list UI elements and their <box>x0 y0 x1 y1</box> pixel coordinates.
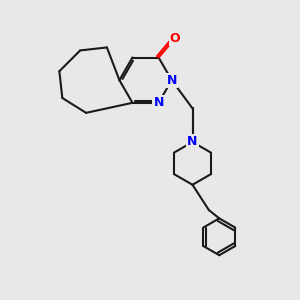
Text: N: N <box>153 96 164 109</box>
Text: O: O <box>170 32 180 45</box>
Text: N: N <box>187 136 198 148</box>
Text: N: N <box>167 74 177 87</box>
